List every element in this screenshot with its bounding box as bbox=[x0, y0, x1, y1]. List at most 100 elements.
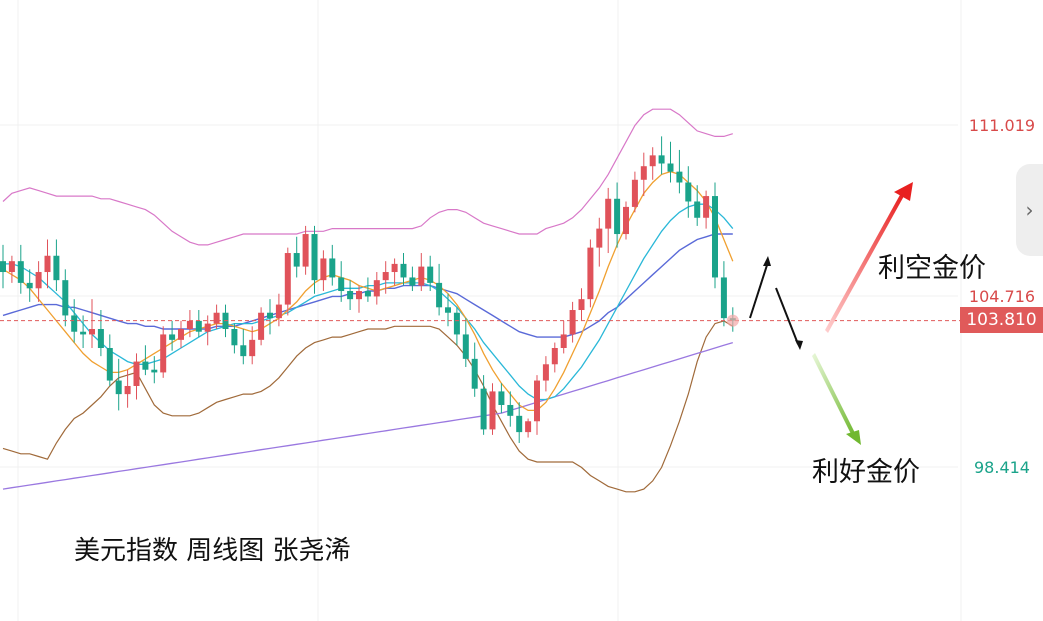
candle-body bbox=[169, 334, 176, 340]
candle-body bbox=[284, 253, 291, 305]
chart-scroll-tab[interactable]: › bbox=[1016, 164, 1043, 256]
candle-body bbox=[0, 261, 6, 273]
candle-body bbox=[587, 247, 594, 300]
candle-body bbox=[249, 339, 256, 357]
candle-body bbox=[623, 206, 629, 235]
candle-body bbox=[71, 315, 78, 332]
candle-body bbox=[507, 404, 514, 416]
current-price-label: 103.810 bbox=[960, 307, 1043, 333]
candle-body bbox=[631, 179, 638, 207]
candle-body bbox=[382, 272, 389, 281]
candle-body bbox=[498, 391, 505, 405]
candle-body bbox=[445, 307, 451, 313]
candle-body bbox=[640, 166, 647, 180]
candle-body bbox=[62, 280, 69, 316]
candle-body bbox=[658, 155, 665, 164]
y-tick-label: 104.716 bbox=[969, 287, 1035, 306]
candle-body bbox=[373, 280, 380, 297]
candle-body bbox=[115, 380, 122, 395]
candle-body bbox=[186, 320, 193, 330]
candle-body bbox=[453, 312, 460, 335]
red-arrow-up-head bbox=[894, 182, 913, 201]
candle-body bbox=[400, 263, 407, 278]
candle-body bbox=[240, 345, 247, 357]
candle-body bbox=[80, 331, 87, 335]
candle-body bbox=[516, 415, 523, 433]
candle-body bbox=[302, 234, 309, 267]
candle-body bbox=[471, 358, 478, 389]
forecast-arrows bbox=[749, 182, 913, 445]
candle-body bbox=[551, 347, 558, 365]
candle-body bbox=[596, 228, 603, 248]
candle-body bbox=[213, 312, 220, 324]
gridlines bbox=[0, 0, 962, 621]
candle-body bbox=[418, 266, 425, 286]
candle-body bbox=[124, 385, 131, 395]
candle-body bbox=[329, 258, 336, 278]
candle-body bbox=[338, 277, 345, 292]
candle-body bbox=[35, 272, 42, 289]
candle-body bbox=[667, 163, 674, 172]
candle-body bbox=[311, 234, 318, 281]
candle-body bbox=[133, 361, 140, 386]
candle-body bbox=[649, 155, 656, 167]
chart-caption: 美元指数 周线图 张尧浠 bbox=[74, 536, 351, 566]
red-arrow-up bbox=[825, 193, 904, 333]
candle-body bbox=[694, 201, 701, 218]
candle-body bbox=[462, 334, 469, 359]
candle-body bbox=[275, 304, 282, 319]
candle-body bbox=[267, 312, 273, 319]
current-price-marker bbox=[726, 314, 739, 327]
candle-body bbox=[151, 369, 158, 373]
candle-body bbox=[489, 391, 496, 430]
chevron-right-icon: › bbox=[1025, 198, 1034, 222]
candle-body bbox=[258, 312, 265, 340]
candle-body bbox=[605, 198, 612, 229]
candle-body bbox=[427, 266, 434, 283]
candle-body bbox=[44, 255, 51, 273]
y-tick-label: 98.414 bbox=[974, 458, 1030, 477]
candle-body bbox=[293, 253, 300, 267]
black-arrow-up bbox=[749, 261, 769, 319]
ma-purple-line bbox=[2, 341, 733, 490]
candle-body bbox=[320, 258, 327, 281]
y-tick-label: 111.019 bbox=[969, 116, 1035, 135]
annotation-bullish-gold: 利好金价 bbox=[812, 457, 920, 488]
candle-body bbox=[534, 380, 540, 422]
black-arrow-down-head bbox=[795, 340, 803, 350]
candle-body bbox=[614, 198, 621, 235]
candle-body bbox=[391, 263, 398, 273]
candle-body bbox=[676, 171, 683, 183]
candle-body bbox=[106, 347, 113, 381]
candle-body bbox=[578, 299, 585, 311]
candle-body bbox=[703, 196, 710, 218]
candle-body bbox=[569, 310, 576, 335]
candle-body bbox=[560, 334, 567, 348]
candle-body bbox=[160, 334, 167, 373]
candle-body bbox=[53, 255, 60, 281]
boll-upper-line bbox=[2, 108, 733, 246]
bollinger-bands bbox=[2, 108, 734, 493]
candle-body bbox=[525, 421, 532, 433]
candle-body bbox=[8, 261, 15, 273]
candle-body bbox=[542, 364, 549, 381]
candle-body bbox=[480, 388, 487, 430]
candle-body bbox=[347, 291, 354, 300]
green-arrow-down-head bbox=[846, 430, 861, 445]
candles bbox=[0, 136, 736, 443]
candle-body bbox=[195, 320, 202, 332]
candle-body bbox=[712, 196, 718, 278]
candle-body bbox=[97, 329, 104, 348]
candle-body bbox=[231, 329, 238, 346]
candle-body bbox=[26, 282, 33, 289]
black-arrow-down bbox=[775, 287, 799, 345]
candle-body bbox=[364, 291, 371, 297]
candle-body bbox=[17, 261, 24, 283]
candle-body bbox=[409, 277, 416, 286]
candle-body bbox=[204, 323, 211, 332]
candle-body bbox=[436, 282, 443, 308]
green-arrow-down bbox=[812, 353, 855, 436]
candle-body bbox=[720, 277, 727, 319]
